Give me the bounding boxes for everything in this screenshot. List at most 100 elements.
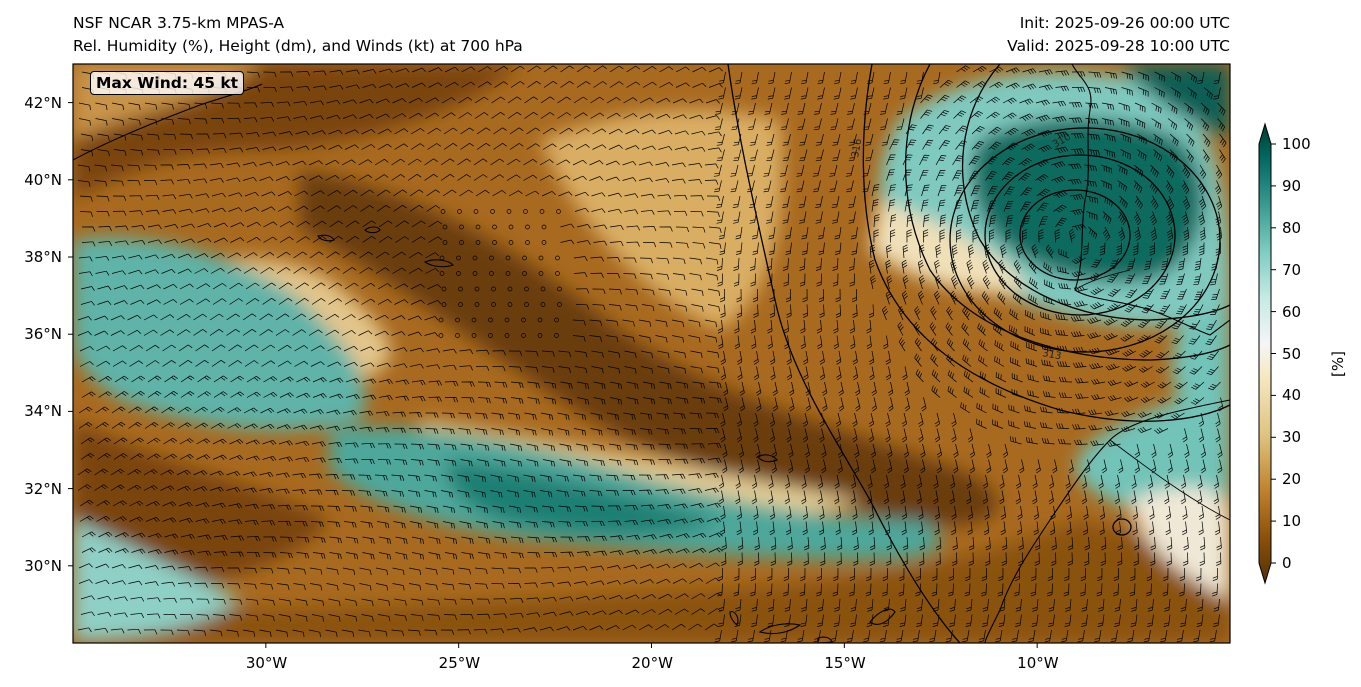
wind-barb bbox=[688, 163, 703, 168]
wind-barb bbox=[787, 552, 793, 566]
wind-barb bbox=[424, 174, 438, 181]
wind-barb bbox=[558, 505, 572, 512]
wind-barb bbox=[127, 314, 142, 321]
wind-barb bbox=[328, 458, 343, 464]
wind-barb bbox=[730, 164, 739, 177]
calm-wind-marker bbox=[457, 209, 462, 214]
wind-barb bbox=[817, 598, 824, 612]
wind-barb bbox=[1088, 71, 1102, 78]
wind-barb bbox=[960, 402, 971, 414]
wind-barb bbox=[193, 486, 208, 492]
wind-barb bbox=[886, 169, 895, 181]
wind-barb bbox=[572, 335, 586, 342]
wind-barb bbox=[98, 226, 112, 232]
wind-barb bbox=[407, 315, 422, 321]
wind-barb bbox=[392, 583, 405, 591]
wind-barb bbox=[606, 428, 620, 436]
wind-barb bbox=[718, 490, 724, 505]
wind-barb bbox=[326, 425, 341, 431]
wind-barb bbox=[982, 614, 989, 627]
wind-barb bbox=[209, 313, 224, 321]
country-border bbox=[1074, 269, 1131, 291]
wind-barb bbox=[847, 102, 855, 115]
wind-barb bbox=[278, 614, 292, 622]
wind-barb bbox=[672, 98, 687, 104]
wind-barb bbox=[589, 176, 604, 181]
wind-barb bbox=[737, 536, 744, 551]
wind-barb bbox=[1213, 614, 1220, 627]
wind-barb bbox=[261, 360, 276, 367]
wind-barb bbox=[1202, 133, 1211, 147]
wind-barb bbox=[720, 428, 726, 443]
wind-barb bbox=[593, 381, 606, 390]
wind-barb bbox=[375, 98, 390, 104]
wind-barb bbox=[815, 133, 824, 146]
wind-barb bbox=[830, 118, 839, 131]
wind-barb bbox=[1021, 229, 1028, 243]
wind-barb bbox=[966, 474, 972, 489]
wind-barb bbox=[718, 226, 726, 240]
wind-barb bbox=[193, 470, 208, 476]
wind-barb bbox=[395, 68, 410, 73]
wind-barb bbox=[540, 582, 555, 588]
wind-barb bbox=[1074, 439, 1088, 445]
wind-barb bbox=[832, 211, 840, 224]
wind-barb bbox=[822, 381, 828, 396]
wind-barb bbox=[803, 366, 809, 381]
wind-barb bbox=[593, 397, 606, 405]
wind-barb bbox=[854, 443, 860, 458]
wind-barb bbox=[719, 242, 726, 256]
wind-barb bbox=[473, 474, 487, 483]
calm-wind-marker bbox=[441, 286, 447, 292]
wind-barb bbox=[292, 489, 307, 495]
wind-barb bbox=[622, 624, 637, 631]
calm-wind-marker bbox=[488, 333, 493, 338]
wind-barb bbox=[362, 394, 377, 400]
wind-barb bbox=[143, 164, 158, 171]
wind-barb bbox=[1199, 536, 1206, 551]
wind-barb bbox=[605, 176, 620, 182]
wind-barb bbox=[815, 195, 823, 208]
northwest-coastline bbox=[73, 83, 263, 161]
wind-barb bbox=[393, 505, 406, 513]
wind-barb bbox=[1147, 490, 1153, 505]
wind-barb bbox=[873, 229, 879, 243]
calm-wind-marker bbox=[538, 271, 544, 276]
wind-barb bbox=[161, 268, 176, 274]
wind-barb bbox=[411, 552, 424, 560]
wind-barb bbox=[1028, 260, 1037, 274]
wind-barb bbox=[507, 567, 521, 574]
wind-barb bbox=[341, 629, 355, 637]
wind-barb bbox=[376, 346, 391, 352]
wind-barb bbox=[524, 412, 537, 420]
wind-barb bbox=[1198, 505, 1205, 520]
wind-barb bbox=[163, 133, 177, 140]
wind-barb bbox=[834, 71, 842, 85]
wind-barb bbox=[753, 412, 759, 427]
wind-barb bbox=[424, 629, 438, 636]
wind-barb bbox=[815, 149, 824, 162]
wind-barb bbox=[938, 140, 951, 150]
wind-barb bbox=[1058, 376, 1073, 383]
calm-wind-marker bbox=[522, 255, 527, 261]
wind-barb bbox=[818, 242, 825, 256]
colorbar-tick-label: 20 bbox=[1282, 470, 1302, 489]
wind-barb bbox=[1068, 228, 1076, 243]
wind-barb bbox=[131, 532, 146, 538]
wind-barb bbox=[573, 428, 587, 436]
wind-barb bbox=[769, 288, 775, 303]
wind-barb bbox=[1035, 99, 1050, 106]
wind-barb bbox=[1031, 614, 1039, 627]
wind-barb bbox=[243, 567, 257, 574]
wind-barb bbox=[278, 131, 293, 136]
wind-barb bbox=[1114, 474, 1121, 489]
wind-barb bbox=[933, 71, 941, 85]
wind-barb bbox=[343, 189, 358, 197]
wind-barb bbox=[903, 459, 909, 474]
wind-barb bbox=[865, 133, 874, 146]
wind-barb bbox=[1034, 536, 1041, 551]
wind-barb bbox=[572, 474, 586, 482]
wind-barb bbox=[294, 190, 309, 197]
wind-barb bbox=[1134, 102, 1146, 113]
wind-barb bbox=[163, 149, 177, 155]
